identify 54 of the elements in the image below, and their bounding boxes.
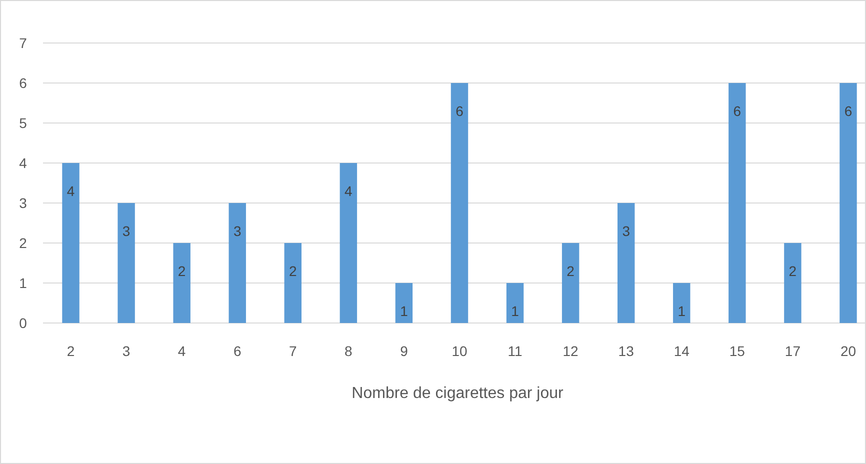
- bar: [173, 243, 190, 323]
- y-tick-label: 3: [19, 194, 28, 211]
- bar: [62, 163, 80, 323]
- data-label: 3: [622, 223, 630, 239]
- x-tick-label: 14: [674, 343, 690, 359]
- bar: [228, 203, 246, 323]
- y-tick-label: 6: [19, 74, 28, 91]
- x-tick-label: 8: [344, 343, 353, 359]
- data-label: 3: [233, 223, 242, 239]
- x-tick-label: 12: [562, 343, 579, 359]
- y-tick-label: 1: [19, 274, 28, 291]
- data-label: 4: [344, 183, 353, 199]
- y-tick-label: 5: [19, 114, 28, 131]
- data-label: 6: [733, 103, 742, 119]
- x-tick-label: 17: [784, 343, 801, 359]
- y-tick-label: 4: [19, 154, 28, 171]
- data-label: 2: [178, 263, 186, 279]
- data-label: 2: [289, 263, 297, 279]
- x-tick-label: 15: [729, 343, 746, 359]
- x-axis-title: Nombre de cigarettes par jour: [352, 385, 564, 402]
- bar: [673, 283, 690, 323]
- y-tick-label: 7: [19, 34, 28, 51]
- bar: [118, 203, 135, 323]
- data-label: 6: [456, 103, 464, 119]
- data-label: 6: [844, 103, 852, 119]
- data-label: 2: [566, 263, 575, 279]
- x-tick-label: 10: [452, 343, 468, 359]
- x-tick-label: 2: [66, 343, 75, 359]
- data-label: 2: [788, 263, 797, 279]
- bar: [562, 243, 580, 323]
- data-label: 1: [400, 303, 408, 319]
- data-label: 3: [122, 223, 130, 239]
- bar: [506, 283, 524, 323]
- bar: [450, 83, 468, 323]
- y-tick-label: 0: [19, 314, 28, 331]
- bar: [340, 163, 358, 323]
- data-label: 1: [678, 303, 686, 319]
- x-tick-label: 11: [508, 343, 523, 359]
- x-tick-label: 13: [618, 343, 634, 359]
- x-tick-label: 6: [233, 343, 242, 359]
- x-tick-label: 7: [289, 343, 297, 359]
- bar: [395, 283, 413, 323]
- x-tick-label: 4: [178, 343, 186, 359]
- bar: [284, 243, 302, 323]
- bar: [840, 83, 857, 323]
- x-tick-label: 3: [122, 343, 130, 359]
- x-tick-label: 9: [400, 343, 408, 359]
- data-label: 1: [511, 303, 520, 319]
- y-tick-label: 2: [19, 234, 28, 251]
- bar: [784, 243, 802, 323]
- bar: [728, 83, 746, 323]
- x-tick-label: 20: [840, 343, 856, 359]
- data-label: 4: [66, 183, 75, 199]
- bar: [617, 203, 635, 323]
